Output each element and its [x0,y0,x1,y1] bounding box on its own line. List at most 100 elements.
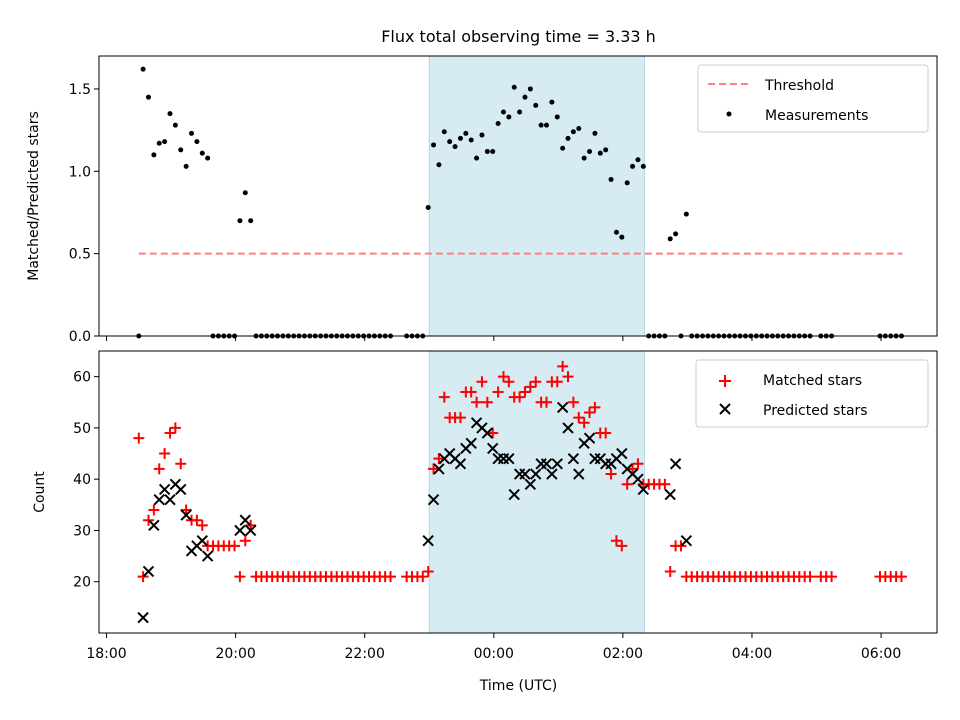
legend-matched-swatch [719,375,731,387]
measurement-point [162,139,168,145]
measurement-point [635,157,641,163]
matched-star-point [137,571,149,583]
matched-star-point [142,514,154,526]
measurement-point [527,86,533,92]
legend-measurements-label: Measurements [765,108,868,124]
matched-star-point [438,391,450,403]
legend-matched-label: Matched stars [763,373,862,389]
measurement-point [452,144,458,150]
measurement-point [533,102,539,108]
predicted-star-point [239,514,252,526]
measurement-point [172,122,178,128]
measurement-point [608,177,614,183]
measurement-point [431,142,437,148]
measurement-point [237,218,243,224]
y-tick-label: 0.0 [69,329,91,345]
predicted-star-point [562,422,574,434]
predicted-star-point [669,458,682,470]
matched-star-point [169,422,181,434]
predicted-star-point [481,427,494,439]
top-y-ticks: 0.0 0.5 1.0 1.5 [69,82,99,345]
predicted-star-point [234,524,246,537]
predicted-star-point [201,550,214,562]
predicted-star-point [680,535,693,547]
measurement-point [522,94,528,100]
predicted-star-point [567,452,580,465]
predicted-star-point [422,535,434,547]
matched-star-point [164,427,176,439]
measurement-point [474,155,480,161]
top-legend: Threshold Measurements [697,64,929,133]
predicted-star-point [632,473,644,485]
matched-star-point [133,432,145,444]
matched-star-point [191,514,203,526]
predicted-star-point [519,468,531,480]
measurement-point [457,135,463,141]
measurement-point [189,130,195,136]
legend-predicted-label: Predicted stars [763,403,868,419]
predicted-star-point [540,458,553,470]
matched-star-point [385,571,397,583]
measurement-point [554,114,560,120]
predicted-star-point [573,468,585,480]
predicted-star-point [180,509,192,521]
matched-star-point [433,453,445,465]
matched-star-point [497,371,509,383]
matched-star-point [503,376,515,388]
x-tick-label: 06:00 [861,646,901,662]
legend-measurements-swatch [726,111,732,117]
chart-title: Flux total observing time = 3.33 h [381,27,656,46]
y-tick-label: 50 [73,421,91,437]
y-tick-label: 1.5 [69,82,91,98]
predicted-star-point [583,432,596,444]
measurement-point [156,140,162,146]
matched-star-point [481,396,493,408]
measurement-point [560,145,566,151]
matched-star-point [584,407,596,419]
predicted-star-point [454,458,467,470]
y-tick-label: 0.5 [69,247,91,263]
bottom-y-ticks: 20 30 40 50 60 [73,370,99,591]
measurement-point [581,155,587,161]
matched-star-point [632,458,644,470]
x-axis-label: Time (UTC) [479,678,557,694]
measurement-point [544,122,550,128]
matched-star-point [664,565,676,577]
predicted-star-point [196,535,208,547]
measurement-point [613,229,619,235]
measurement-point [194,139,200,145]
matched-star-point [896,571,908,583]
top-legend-box [697,64,929,133]
measurement-point [549,99,555,105]
measurement-point [242,190,248,196]
measurement-point [205,155,211,161]
measurement-point [441,129,447,135]
matched-star-point [627,463,639,475]
measurement-point [570,129,576,135]
measurement-point [640,163,646,169]
legend-predicted-swatch [719,403,731,415]
matched-star-point [573,412,585,424]
top-plot-frame [98,55,938,337]
matched-star-point [487,427,499,439]
matched-star-point [616,540,628,552]
matched-star-point [541,396,553,408]
legend-threshold-label: Threshold [764,78,834,94]
measurement-point [151,152,157,158]
measurement-point [630,163,636,169]
matched-star-point [454,412,466,424]
y-tick-label: 60 [73,370,91,386]
top-marks [136,66,905,339]
predicted-star-point [487,442,499,455]
measurement-point [592,130,598,136]
predicted-star-point [142,565,155,578]
matched-star-point [153,463,165,475]
x-tick-label: 20:00 [215,646,255,662]
measurement-point [145,94,151,100]
bottom-legend-box [695,359,929,428]
measurement-point [425,205,431,211]
measurement-point [436,162,442,168]
bottom-y-label: Count [32,471,48,513]
bottom-x-ticks: 18:00 20:00 22:00 00:00 02:00 04:00 06:00 [86,633,901,662]
